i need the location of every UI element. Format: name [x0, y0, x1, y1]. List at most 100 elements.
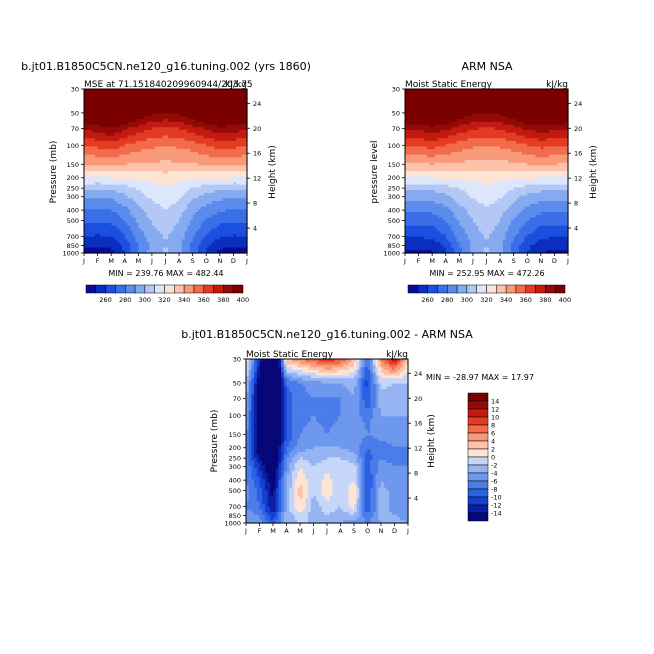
- panel-model-cell: [241, 97, 245, 101]
- panel-model-cell: [211, 195, 215, 199]
- panel-model-cell: [157, 124, 161, 128]
- panel-model-cell: [203, 157, 207, 161]
- panel-model-cell: [138, 99, 142, 104]
- panel-model-cell: [103, 162, 107, 167]
- panel-model-cell: [143, 113, 148, 117]
- panel-model-cell: [203, 165, 207, 169]
- panel-model-cell: [154, 162, 158, 167]
- panel-model-cell: [146, 119, 150, 123]
- panel-model-colorbar: 260 280 300 320 340 360 380 400: [85, 284, 249, 304]
- panel-model-cell: [189, 146, 194, 150]
- panel-model-cell: [189, 132, 194, 137]
- panel-model-cell: [89, 146, 93, 150]
- panel-model-cell: [162, 124, 167, 128]
- panel-model-cell: [111, 138, 115, 142]
- panel-model-cell: [165, 124, 169, 128]
- panel-model-cell: [219, 140, 224, 145]
- panel-model-cell: [89, 160, 93, 164]
- panel-model-cell: [124, 108, 129, 112]
- panel-model-cell: [157, 157, 161, 161]
- panel-model-cell: [208, 127, 213, 131]
- panel-model-cell: [187, 89, 191, 93]
- panel-model-cell: [168, 157, 172, 161]
- panel-model-cell: [187, 140, 191, 145]
- panel-model-cell: [105, 195, 110, 199]
- panel-model-cell: [92, 198, 96, 202]
- panel-model-cell: [170, 157, 175, 161]
- panel-model-cell: [217, 162, 221, 167]
- panel-model-cell: [179, 97, 183, 101]
- panel-model-cell: [200, 146, 205, 150]
- panel-model-cell: [135, 135, 139, 139]
- panel-model-cell: [100, 162, 104, 167]
- panel-model-cell: [217, 192, 221, 197]
- panel-model-cell: [100, 89, 104, 93]
- panel-model-cell: [89, 121, 93, 126]
- panel-model-cell: [119, 97, 123, 101]
- panel-model-cell: [94, 97, 99, 101]
- panel-model-cell: [214, 105, 218, 109]
- panel-model-cell: [97, 124, 101, 128]
- panel-model-cell: [97, 187, 101, 191]
- panel-model-cell: [116, 99, 120, 104]
- panel-model-cell: [141, 184, 145, 188]
- panel-model-cell: [195, 154, 199, 158]
- panel-model-cell: [89, 140, 93, 145]
- panel-model-cell: [119, 94, 123, 98]
- panel-model-cell: [208, 108, 213, 112]
- panel-model-cell: [146, 130, 150, 134]
- panel-model-cell: [132, 108, 137, 112]
- panel-model-cell: [227, 157, 232, 161]
- panel-model-cell: [236, 99, 240, 104]
- panel-model-cell: [84, 102, 88, 106]
- panel-model-cell: [149, 110, 153, 115]
- panel-model-cell: [119, 102, 123, 106]
- panel-model-cell: [97, 162, 101, 167]
- panel-model-cell: [157, 198, 161, 202]
- panel-model-cell: [206, 179, 210, 183]
- panel-model-cell: [203, 190, 207, 194]
- panel-model-cell: [151, 113, 156, 117]
- panel-model-cell: [132, 168, 137, 172]
- panel-model-cell: [130, 91, 134, 96]
- panel-model-cell: [219, 132, 224, 137]
- panel-model-cell: [165, 179, 169, 183]
- panel-model-cell: [124, 195, 129, 199]
- panel-model-cell: [184, 124, 188, 128]
- panel-model-cell: [103, 127, 107, 131]
- panel-model-cell: [157, 99, 161, 104]
- panel-model-cell: [176, 97, 180, 101]
- panel-model-cell: [230, 127, 235, 131]
- panel-model-cell: [127, 108, 131, 112]
- panel-model-cell: [233, 190, 237, 194]
- panel-model-cell: [84, 89, 88, 93]
- panel-model-cell: [157, 187, 161, 191]
- panel-model-cell: [130, 94, 134, 98]
- panel-model-cell: [168, 121, 172, 126]
- panel-model-cell: [165, 173, 169, 178]
- panel-model-cell: [176, 102, 180, 106]
- panel-model-cell: [236, 138, 240, 142]
- panel-model-cell: [124, 190, 129, 194]
- panel-model-cell: [111, 151, 115, 156]
- panel-model-cell: [160, 151, 164, 156]
- panel-model-cell: [108, 135, 112, 139]
- panel-model-cell: [230, 195, 235, 199]
- panel-model-cell: [162, 99, 167, 104]
- panel-model-cell: [181, 184, 186, 188]
- panel-model-cell: [181, 124, 186, 128]
- panel-model-cell: [162, 97, 167, 101]
- panel-model-cell: [195, 108, 199, 112]
- panel-model-cell: [94, 146, 99, 150]
- panel-model-cell: [124, 130, 129, 134]
- panel-model-cell: [206, 132, 210, 137]
- panel-model-cell: [86, 132, 91, 137]
- panel-model-cell: [195, 151, 199, 156]
- panel-model-cell: [157, 184, 161, 188]
- panel-model-cell: [203, 154, 207, 158]
- panel-model-cell: [135, 198, 139, 202]
- panel-model-cell: [189, 121, 194, 126]
- panel-model-cell: [138, 102, 142, 106]
- panel-model-cell: [116, 102, 120, 106]
- panel-model-cell: [189, 97, 194, 101]
